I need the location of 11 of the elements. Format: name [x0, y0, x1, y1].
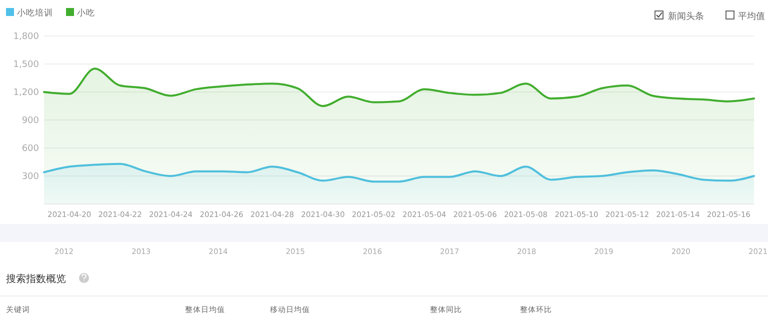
y-tick-label: 1,800 — [13, 32, 40, 42]
text: 平均值 — [738, 11, 765, 22]
y-tick-label: 300 — [22, 172, 40, 182]
legend-label: 小吃 — [77, 8, 95, 18]
y-tick-label: 1,200 — [13, 88, 40, 98]
legend-label: 小吃培训 — [17, 8, 53, 18]
y-tick-label: 1,500 — [13, 60, 40, 70]
text: 搜索指数概览 — [6, 273, 66, 285]
y-tick-label: 600 — [22, 144, 40, 154]
y-tick-label: 900 — [22, 116, 40, 126]
text: 新闻头条 — [668, 11, 704, 22]
